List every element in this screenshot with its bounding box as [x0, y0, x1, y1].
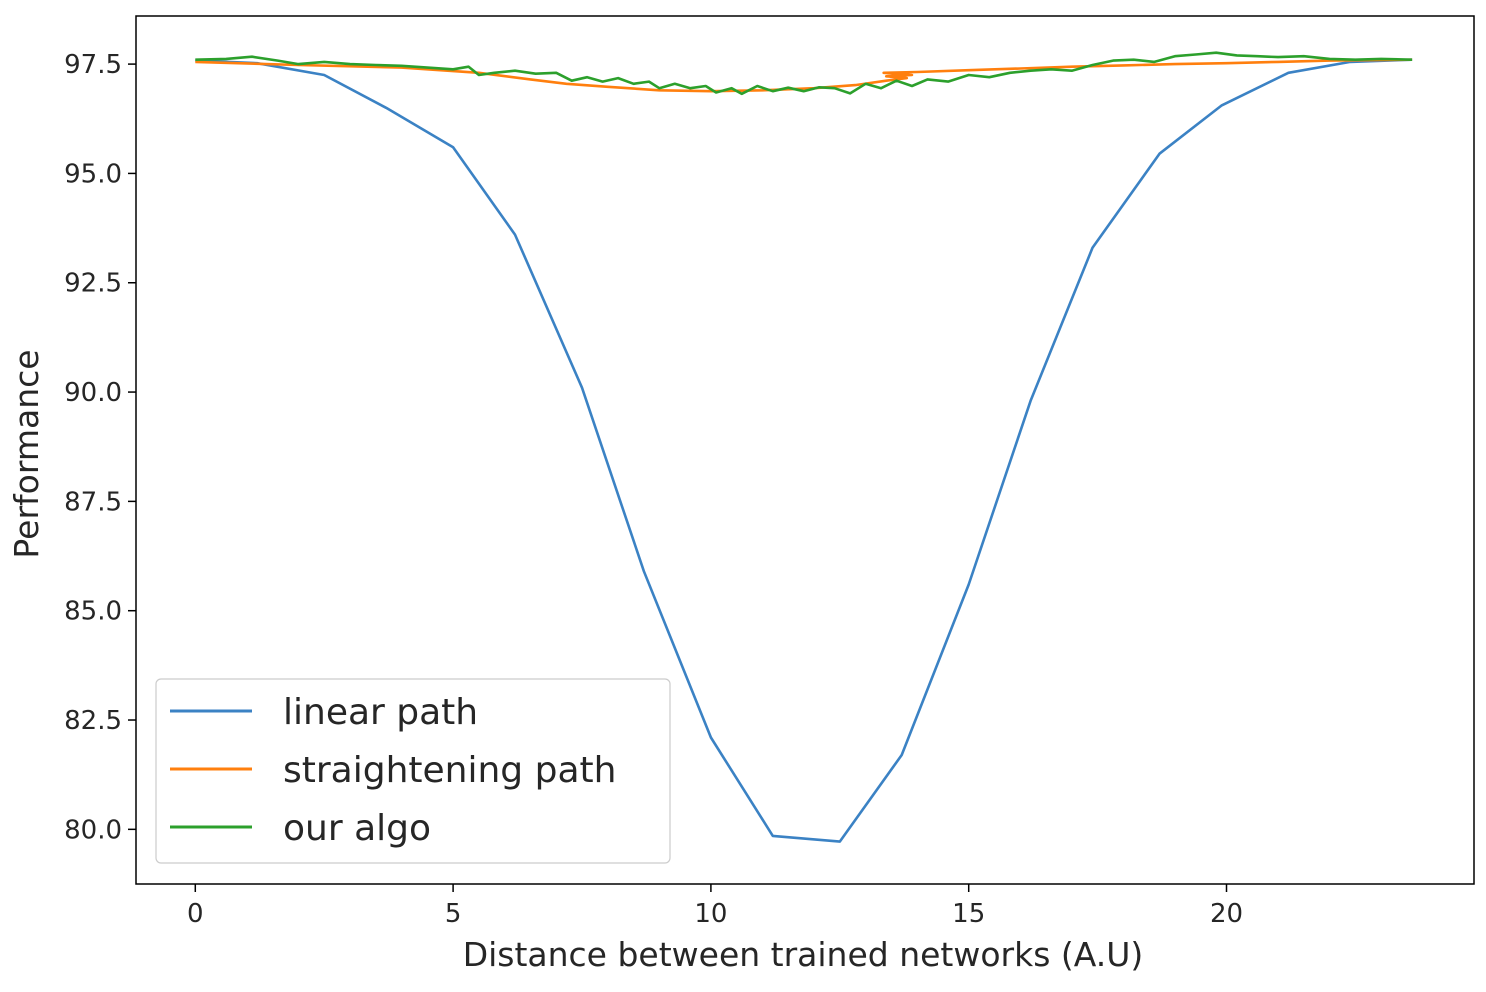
- y-tick-label: 90.0: [64, 378, 122, 408]
- x-tick-label: 0: [187, 899, 204, 929]
- x-tick-label: 15: [952, 899, 985, 929]
- x-tick-label: 20: [1210, 899, 1243, 929]
- y-tick-label: 85.0: [64, 597, 122, 627]
- y-axis-label: Performance: [7, 349, 46, 558]
- plot-area-frame: [135, 15, 1475, 885]
- y-tick-label: 97.5: [64, 50, 122, 80]
- legend-label-our-algo: our algo: [283, 808, 431, 849]
- legend-label-linear-path: linear path: [283, 692, 478, 733]
- y-tick-label: 87.5: [64, 487, 122, 517]
- series-layer: [195, 51, 1413, 843]
- legend: linear path straightening path our algo: [155, 678, 671, 864]
- y-tick-label: 82.5: [64, 706, 122, 736]
- x-tick-label: 10: [694, 899, 727, 929]
- legend-label-straightening-path: straightening path: [283, 750, 616, 791]
- y-tick-label: 95.0: [64, 159, 122, 189]
- series-line-straightening-path: [195, 58, 1413, 93]
- x-tick-label: 5: [445, 899, 462, 929]
- series-line-linear-path: [195, 58, 1413, 843]
- y-tick-label: 80.0: [64, 815, 122, 845]
- ticks-layer: 0 5 10 15 20 80.0 82.5 85.0 87.5 90.0 92.5 95.0 97.5: [64, 50, 1243, 929]
- x-axis-label: Distance between trained networks (A.U): [463, 935, 1144, 974]
- legend-box: [155, 678, 671, 864]
- series-line-our-algo: [195, 51, 1413, 96]
- y-tick-label: 92.5: [64, 269, 122, 299]
